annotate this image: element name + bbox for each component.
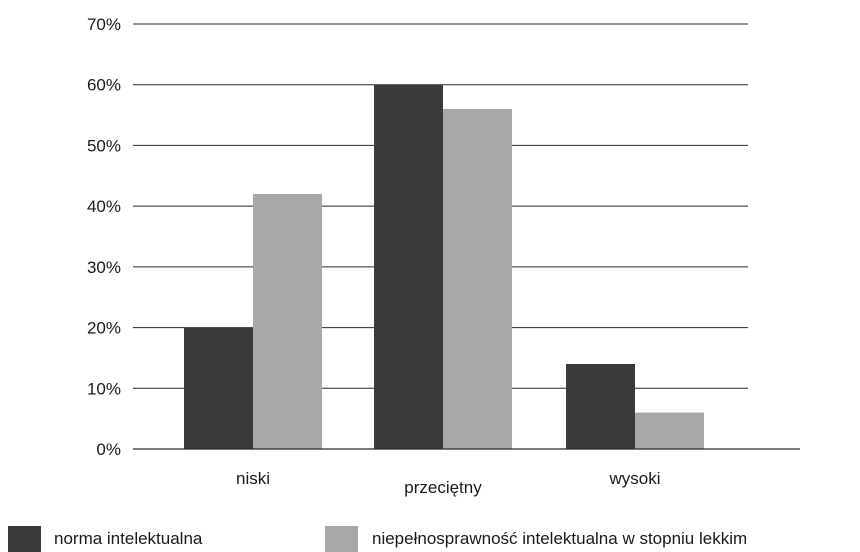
y-tick-label: 50%: [87, 136, 121, 155]
y-tick-label: 20%: [87, 319, 121, 338]
category-label: przeciętny: [404, 478, 482, 497]
category-label: wysoki: [608, 469, 660, 488]
bar-norma-2: [566, 364, 635, 449]
bars: [184, 84, 704, 449]
legend-label: niepełnosprawność intelektualna w stopni…: [372, 529, 747, 548]
y-tick-label: 60%: [87, 76, 121, 95]
bar-norma-0: [184, 327, 253, 449]
bar-niepelnosprawnosc-0: [253, 194, 322, 449]
axes: 0% 10% 20% 30% 40% 50% 60% 70% niski przeciętny wy…: [87, 15, 800, 497]
y-tick-label: 10%: [87, 379, 121, 398]
category-label: niski: [236, 469, 270, 488]
y-tick-label: 0%: [96, 440, 121, 459]
bar-niepelnosprawnosc-2: [635, 412, 704, 449]
y-tick-label: 40%: [87, 197, 121, 216]
y-tick-label: 70%: [87, 15, 121, 34]
legend: norma intelektualna niepełnosprawność int…: [8, 526, 747, 552]
legend-swatch: [325, 526, 358, 552]
y-tick-label: 30%: [87, 258, 121, 277]
legend-label: norma intelektualna: [54, 529, 203, 548]
legend-swatch: [8, 526, 41, 552]
bar-niepelnosprawnosc-1: [443, 109, 512, 449]
bar-norma-1: [374, 84, 443, 449]
